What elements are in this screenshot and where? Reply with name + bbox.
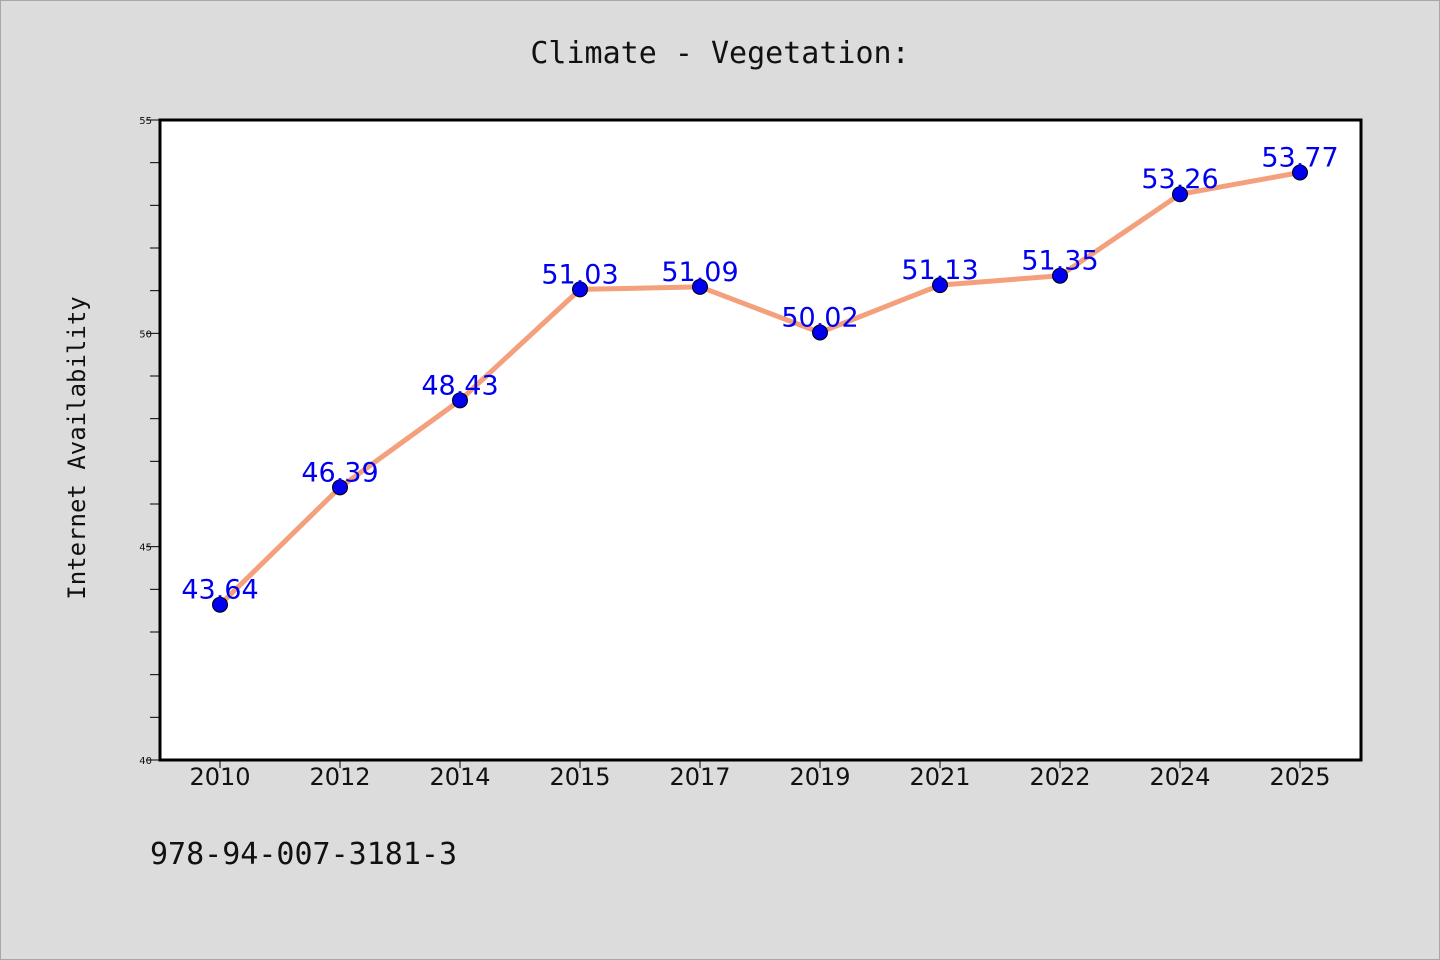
- chart-title: Climate - Vegetation:: [530, 36, 909, 71]
- y-axis-ticks: 40 45 50 55: [139, 116, 160, 767]
- series-layer: 43.64 46.39 48.43 51.03 51.09 50.02 51.13 51.35…: [181, 142, 1339, 613]
- y-axis-label: Internet Availability: [63, 296, 91, 599]
- data-point: [1052, 267, 1068, 284]
- data-label: 51.09: [661, 257, 738, 288]
- x-tick-label: 2021: [909, 763, 970, 791]
- isbn-footer-text: 978-94-007-3181-3: [150, 837, 457, 872]
- x-tick-label: 2019: [789, 763, 850, 791]
- y-tick-label: 45: [139, 543, 152, 554]
- data-point: [572, 281, 588, 298]
- data-label: 53.77: [1261, 142, 1338, 173]
- data-label: 46.39: [301, 457, 378, 488]
- y-tick-label: 40: [139, 756, 152, 767]
- data-point: [1172, 186, 1188, 203]
- data-label: 51.13: [901, 255, 978, 286]
- y-tick-label: 55: [139, 116, 152, 127]
- data-label: 43.64: [181, 575, 258, 606]
- plot-area: [158, 118, 1363, 762]
- series-line: [217, 169, 1303, 608]
- x-tick-label: 2024: [1149, 763, 1210, 791]
- x-tick-label: 2017: [669, 763, 730, 791]
- x-tick-label: 2012: [309, 763, 370, 791]
- data-point: [452, 392, 468, 409]
- data-point: [812, 324, 828, 341]
- x-axis-ticks: 2010 2012 2014 2015 2017 2019 2021 2022 2024 2025: [189, 760, 1331, 791]
- data-label: 48.43: [421, 370, 498, 401]
- data-point: [332, 479, 348, 496]
- x-tick-label: 2022: [1029, 763, 1090, 791]
- data-point: [212, 596, 228, 613]
- data-label: 53.26: [1141, 164, 1218, 195]
- x-tick-label: 2014: [429, 763, 490, 791]
- x-tick-label: 2015: [549, 763, 610, 791]
- x-tick-label: 2010: [189, 763, 250, 791]
- data-point: [1292, 164, 1308, 181]
- data-label: 51.03: [541, 259, 618, 290]
- data-point: [932, 277, 948, 294]
- data-point: [692, 278, 708, 295]
- x-tick-label: 2025: [1269, 763, 1330, 791]
- y-tick-label: 50: [139, 329, 152, 340]
- data-label: 50.02: [781, 302, 858, 333]
- data-label: 51.35: [1021, 246, 1098, 277]
